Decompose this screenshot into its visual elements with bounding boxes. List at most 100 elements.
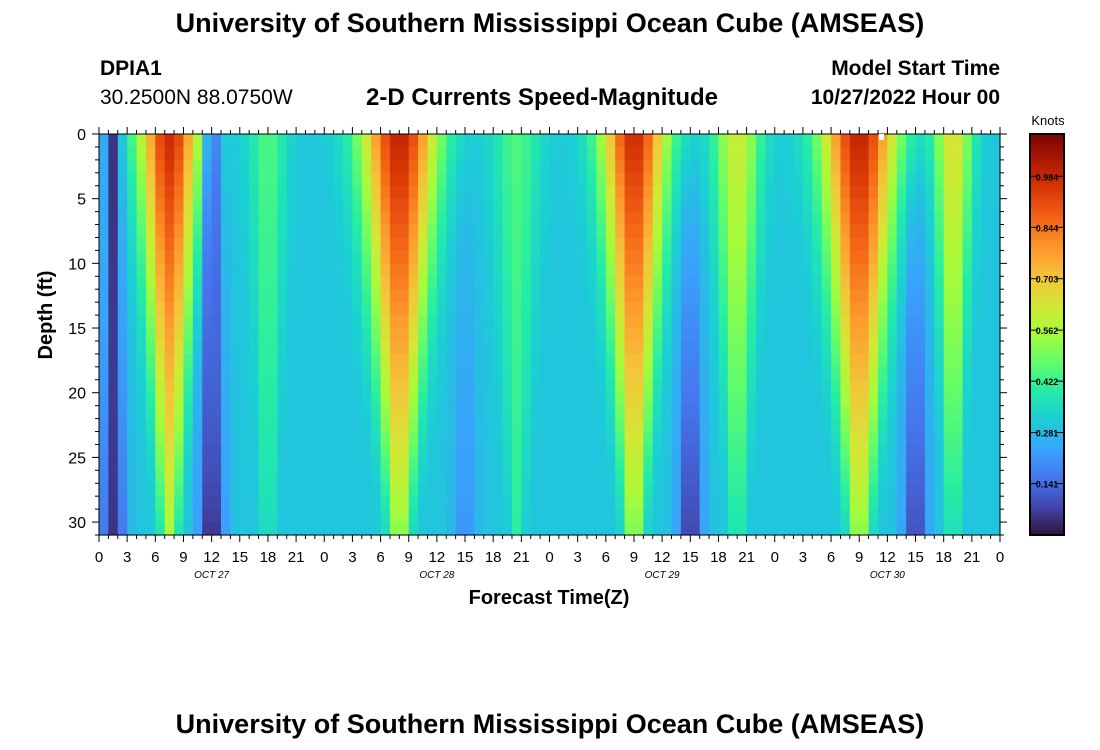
heatmap-cell xyxy=(99,211,109,226)
heatmap-cell xyxy=(474,470,485,484)
heatmap-cell xyxy=(493,159,504,174)
heatmap-cell xyxy=(849,392,860,407)
heatmap-cell xyxy=(521,353,532,368)
heatmap-cell xyxy=(859,522,870,536)
heatmap-cell xyxy=(784,263,795,277)
heatmap-cell xyxy=(709,470,720,484)
heatmap-cell xyxy=(324,392,335,407)
heatmap-cell xyxy=(784,483,795,497)
heatmap-cell xyxy=(277,483,288,497)
heatmap-cell xyxy=(821,276,832,290)
heatmap-cell xyxy=(436,315,447,329)
heatmap-cell xyxy=(615,224,626,239)
heatmap-cell xyxy=(230,509,241,523)
heatmap-cell xyxy=(418,457,429,471)
heatmap-cell xyxy=(568,250,579,264)
heatmap-cell xyxy=(521,379,532,394)
heatmap-cell xyxy=(718,496,729,510)
heatmap-cell xyxy=(465,134,476,148)
heatmap-cell xyxy=(305,289,316,303)
heatmap-cell xyxy=(727,366,738,381)
heatmap-cell xyxy=(352,146,363,161)
heatmap-cell xyxy=(662,224,673,239)
heatmap-cell xyxy=(981,328,992,342)
heatmap-cell xyxy=(896,366,907,381)
heatmap-cell xyxy=(540,483,551,497)
heatmap-cell xyxy=(361,340,372,355)
heatmap-cell xyxy=(286,509,297,523)
heatmap-cell xyxy=(108,457,119,471)
heatmap-cell xyxy=(352,405,363,420)
heatmap-cell xyxy=(474,263,485,277)
heatmap-cell xyxy=(465,289,476,303)
heatmap-cell xyxy=(709,379,720,394)
heatmap-cell xyxy=(389,483,400,497)
heatmap-cell xyxy=(643,134,654,148)
heatmap-cell xyxy=(296,483,307,497)
heatmap-cell xyxy=(427,418,438,433)
heatmap-cell xyxy=(577,457,588,471)
heatmap-cell xyxy=(962,172,973,187)
heatmap-cell xyxy=(859,315,870,329)
heatmap-cell xyxy=(596,263,607,277)
heatmap-cell xyxy=(605,185,616,200)
heatmap-cell xyxy=(652,457,663,471)
heatmap-cell xyxy=(136,224,147,239)
heatmap-cell xyxy=(108,237,119,252)
heatmap-cell xyxy=(239,224,250,239)
heatmap-cell xyxy=(690,315,701,329)
heatmap-cell xyxy=(596,483,607,497)
heatmap-cell xyxy=(286,237,297,252)
heatmap-cell xyxy=(971,134,982,148)
heatmap-cell xyxy=(465,302,476,316)
heatmap-cell xyxy=(746,250,757,264)
heatmap-cell xyxy=(680,366,691,381)
heatmap-cell xyxy=(286,483,297,497)
heatmap-cell xyxy=(155,483,166,497)
heatmap-cell xyxy=(887,405,898,420)
heatmap-cell xyxy=(474,146,485,161)
heatmap-cell xyxy=(859,237,870,252)
heatmap-cell xyxy=(680,431,691,446)
heatmap-cell xyxy=(502,509,513,523)
heatmap-cell xyxy=(474,431,485,446)
heatmap-cell xyxy=(343,289,354,303)
heatmap-cell xyxy=(568,509,579,523)
heatmap-cell xyxy=(511,276,522,290)
heatmap-cell xyxy=(924,302,935,316)
heatmap-cell xyxy=(99,172,109,187)
heatmap-cell xyxy=(258,379,269,394)
heatmap-cell xyxy=(380,522,391,536)
heatmap-cell xyxy=(943,392,954,407)
heatmap-cell xyxy=(493,366,504,381)
heatmap-cell xyxy=(474,522,485,536)
heatmap-cell xyxy=(840,496,851,510)
heatmap-cell xyxy=(427,302,438,316)
heatmap-cell xyxy=(633,483,644,497)
heatmap-cell xyxy=(953,405,964,420)
heatmap-cell xyxy=(755,289,766,303)
heatmap-cell xyxy=(849,496,860,510)
heatmap-cell xyxy=(877,276,888,290)
heatmap-cell xyxy=(230,146,241,161)
heatmap-cell xyxy=(934,392,945,407)
heatmap-cell xyxy=(483,289,494,303)
heatmap-cell xyxy=(840,353,851,368)
heatmap-cell xyxy=(511,483,522,497)
heatmap-cell xyxy=(164,431,175,446)
heatmap-cell xyxy=(380,224,391,239)
heatmap-cell xyxy=(596,211,607,226)
heatmap-cell xyxy=(605,366,616,381)
heatmap-cell xyxy=(361,146,372,161)
heatmap-cell xyxy=(258,172,269,187)
heatmap-cell xyxy=(558,159,569,174)
heatmap-cell xyxy=(793,237,804,252)
heatmap-cell xyxy=(483,276,494,290)
heatmap-cell xyxy=(99,405,109,420)
heatmap-cell xyxy=(812,431,823,446)
heatmap-cell xyxy=(624,172,635,187)
heatmap-cell xyxy=(784,392,795,407)
heatmap-cell xyxy=(465,237,476,252)
heatmap-cell xyxy=(230,172,241,187)
heatmap-cell xyxy=(483,496,494,510)
